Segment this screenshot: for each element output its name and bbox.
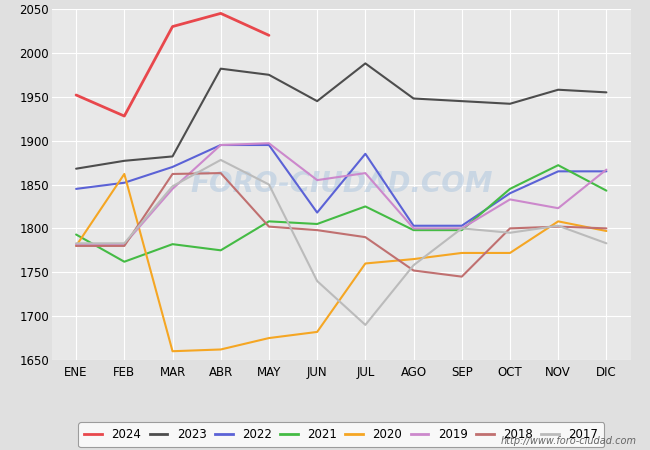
Legend: 2024, 2023, 2022, 2021, 2020, 2019, 2018, 2017: 2024, 2023, 2022, 2021, 2020, 2019, 2018… — [79, 422, 604, 447]
Text: http://www.foro-ciudad.com: http://www.foro-ciudad.com — [501, 436, 637, 446]
Text: FORO-CIUDAD.COM: FORO-CIUDAD.COM — [190, 171, 493, 198]
Text: Afiliados en Vidreres a 31/5/2024: Afiliados en Vidreres a 31/5/2024 — [176, 11, 474, 29]
